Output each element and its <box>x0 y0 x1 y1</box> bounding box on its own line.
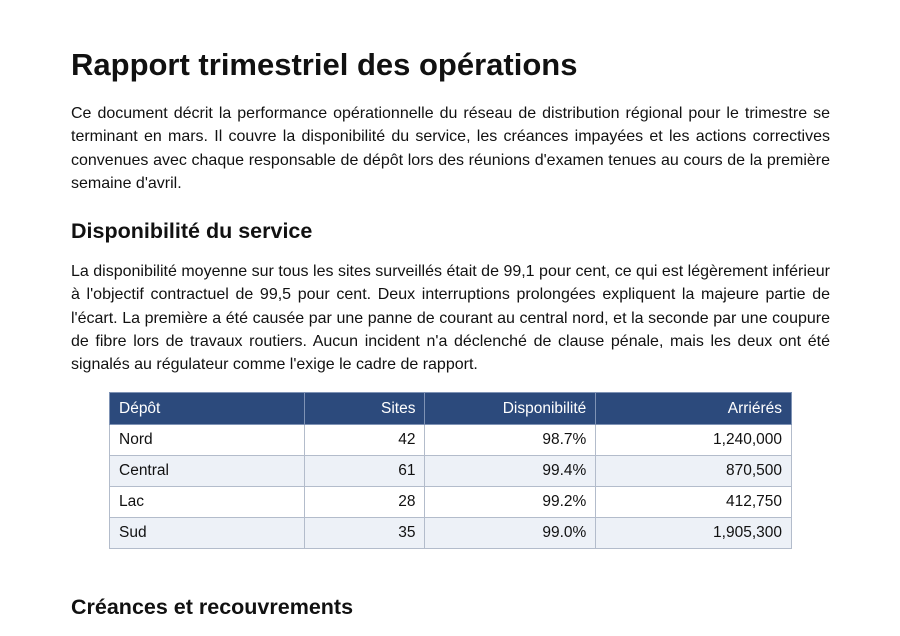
cell-availability: 98.7% <box>424 424 597 456</box>
cell-depot: Lac <box>109 486 305 518</box>
availability-paragraph: La disponibilité moyenne sur tous les si… <box>71 263 830 374</box>
column-header-availability: Disponibilité <box>424 392 597 425</box>
cell-depot: Nord <box>109 424 305 456</box>
table-row: Nord 42 98.7% 1,240,000 <box>109 424 792 456</box>
column-header-depot: Dépôt <box>109 392 305 425</box>
cell-availability: 99.2% <box>424 486 597 518</box>
cell-depot: Sud <box>109 517 305 549</box>
cell-availability: 99.0% <box>424 517 597 549</box>
column-header-sites: Sites <box>303 392 426 425</box>
table-row: Sud 35 99.0% 1,905,300 <box>109 517 792 549</box>
table-header-row: Dépôt Sites Disponibilité Arriérés <box>109 392 792 425</box>
cell-availability: 99.4% <box>424 455 597 487</box>
depot-table: Dépôt Sites Disponibilité Arriérés Nord … <box>109 392 792 549</box>
intro-paragraph: Ce document décrit la performance opérat… <box>71 105 830 192</box>
document-title: Rapport trimestriel des opérations <box>71 47 578 82</box>
column-header-arrears: Arriérés <box>595 392 792 425</box>
cell-sites: 61 <box>303 455 426 487</box>
cell-arrears: 870,500 <box>595 455 792 487</box>
cell-arrears: 1,905,300 <box>595 517 792 549</box>
table-row: Central 61 99.4% 870,500 <box>109 455 792 487</box>
cell-arrears: 1,240,000 <box>595 424 792 456</box>
cell-depot: Central <box>109 455 305 487</box>
section-heading-availability: Disponibilité du service <box>71 219 313 243</box>
cell-arrears: 412,750 <box>595 486 792 518</box>
cell-sites: 35 <box>303 517 426 549</box>
cell-sites: 28 <box>303 486 426 518</box>
table-row: Lac 28 99.2% 412,750 <box>109 486 792 518</box>
cell-sites: 42 <box>303 424 426 456</box>
section-heading-receivables: Créances et recouvrements <box>71 595 354 619</box>
